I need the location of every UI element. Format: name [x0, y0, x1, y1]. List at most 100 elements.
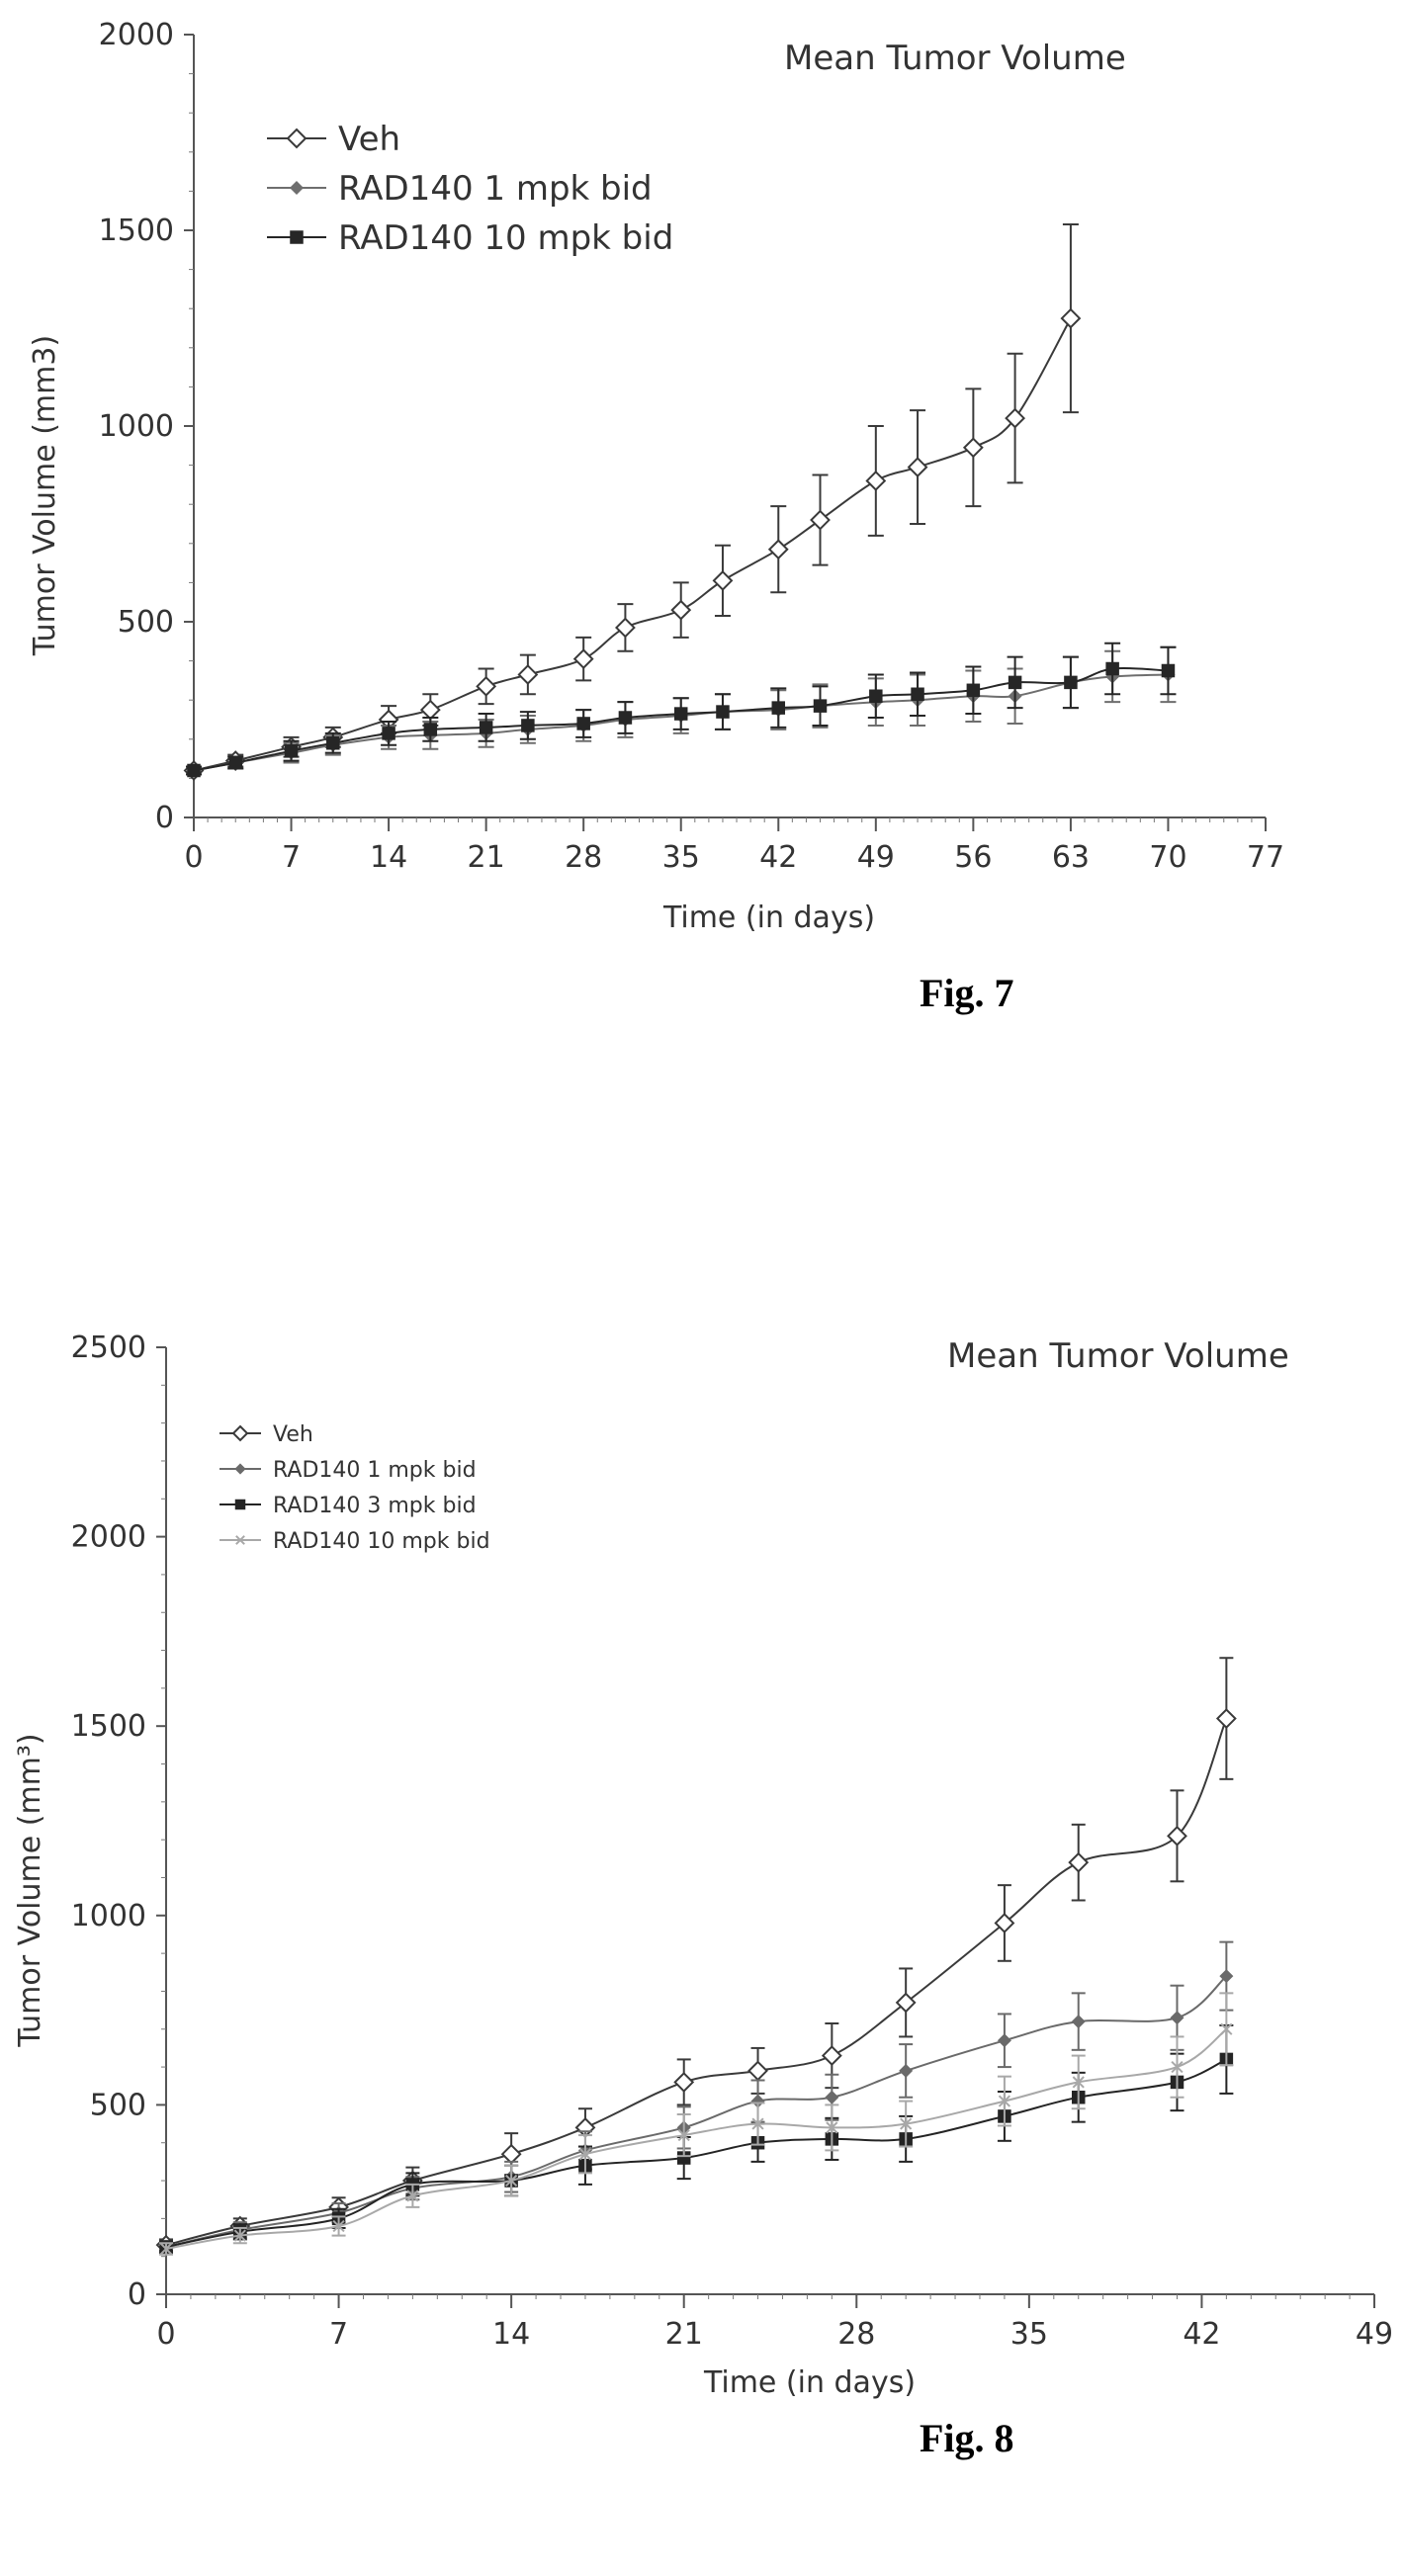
legend-marker [290, 230, 304, 244]
data-point [1170, 2011, 1185, 2025]
x-tick-label: 7 [282, 840, 301, 875]
figure-caption-fig8: Fig. 8 [920, 2416, 1014, 2460]
x-tick-label: 0 [156, 2317, 175, 2352]
legend-marker [235, 1535, 245, 1545]
legend: Veh RAD140 1 mpk bid RAD140 10 mpk bid [267, 120, 673, 258]
data-point [505, 2174, 518, 2188]
data-point [332, 2219, 345, 2233]
data-point [677, 2128, 690, 2142]
data-point [747, 2060, 768, 2082]
series-1 [183, 223, 1082, 781]
y-tick-label: 1000 [71, 1899, 146, 1933]
data-point [869, 689, 883, 703]
data-point [962, 437, 984, 459]
data-point [676, 2151, 691, 2165]
data-point [406, 2190, 419, 2202]
series-line [165, 2058, 1227, 2249]
data-point [615, 617, 636, 639]
data-point [1219, 1969, 1234, 1984]
data-point [900, 2117, 913, 2130]
data-point [1072, 2076, 1085, 2089]
data-point [767, 539, 789, 560]
data-point [517, 664, 539, 685]
x-tick-label: 42 [759, 840, 797, 875]
data-point [712, 570, 734, 591]
data-point [895, 1992, 917, 2014]
data-point [716, 705, 730, 719]
data-point [1005, 407, 1026, 429]
data-point [907, 457, 928, 477]
legend: Veh RAD140 1 mpk bid RAD140 3 mpk bid RAD14… [219, 1422, 490, 1554]
legend-marker [286, 128, 307, 149]
x-tick-label: 49 [857, 840, 895, 875]
legend-label: RAD140 10 mpk bid [338, 218, 673, 258]
data-point [673, 2071, 695, 2093]
data-point [159, 2242, 173, 2256]
x-tick-label: 35 [662, 840, 700, 875]
y-tick-label: 500 [118, 605, 174, 640]
y-tick-label: 1500 [99, 214, 174, 248]
legend-label: RAD140 1 mpk bid [273, 1458, 477, 1483]
x-axis-label: Time (in days) [703, 2365, 916, 2400]
series-4 [159, 1992, 1234, 2256]
legend-label: RAD140 10 mpk bid [273, 1529, 490, 1554]
data-point [1064, 675, 1078, 690]
y-tick-label: 2500 [71, 1331, 146, 1365]
x-tick-label: 21 [665, 2317, 703, 2352]
x-tick-label: 42 [1183, 2317, 1220, 2352]
x-tick-label: 14 [370, 840, 407, 875]
series-3 [159, 2023, 1234, 2254]
data-point [1171, 2060, 1184, 2074]
chart-fig8: 0 500 1000 1500 2000 2500 0 7 14 21 28 35 42 49 Mean T… [13, 1331, 1393, 2400]
data-point [1215, 1708, 1237, 1729]
data-point [500, 2143, 522, 2165]
data-point [1220, 2022, 1233, 2035]
y-axis-label: Tumor Volume (mm³) [13, 1733, 47, 2047]
data-point [771, 701, 786, 715]
data-point [994, 1913, 1015, 1933]
data-point [751, 2117, 764, 2130]
data-point [476, 675, 497, 697]
y-tick-label: 2000 [71, 1520, 146, 1555]
x-tick-label: 49 [1356, 2317, 1393, 2352]
series-line [165, 1975, 1228, 2249]
data-point [578, 2148, 592, 2161]
series-line [165, 1718, 1228, 2247]
data-point [825, 2090, 839, 2104]
data-point [998, 2095, 1011, 2107]
data-point [1060, 307, 1082, 329]
data-point [1068, 1851, 1090, 1873]
legend-marker [234, 1499, 246, 1510]
y-tick-label: 0 [128, 2277, 146, 2312]
chart-title: Mean Tumor Volume [784, 39, 1126, 78]
y-tick-label: 2000 [99, 18, 174, 52]
y-axis-label: Tumor Volume (mm3) [28, 335, 62, 656]
data-point [326, 736, 340, 750]
series-3 [186, 642, 1177, 778]
data-point [810, 509, 831, 531]
data-point [673, 707, 688, 721]
legend-label: RAD140 3 mpk bid [273, 1494, 477, 1518]
data-point [1161, 663, 1176, 678]
data-point [479, 721, 493, 734]
data-point [284, 743, 299, 758]
x-tick-label: 70 [1149, 840, 1186, 875]
data-point [1167, 1825, 1187, 1846]
series-1 [155, 1657, 1237, 2256]
y-tick-label: 0 [155, 801, 174, 835]
y-tick-label: 500 [90, 2088, 146, 2122]
y-tick-label: 1500 [71, 1709, 146, 1744]
legend-marker [231, 1424, 249, 1442]
data-point [618, 711, 633, 725]
x-tick-label: 14 [492, 2317, 530, 2352]
legend-label: Veh [273, 1422, 313, 1447]
x-tick-label: 56 [954, 840, 992, 875]
data-point [521, 719, 535, 732]
chart-title: Mean Tumor Volume [947, 1336, 1289, 1376]
data-point [966, 683, 981, 698]
x-tick-label: 28 [565, 840, 602, 875]
legend-label: Veh [338, 120, 400, 159]
x-tick-label: 63 [1052, 840, 1090, 875]
x-tick-label: 28 [837, 2317, 875, 2352]
legend-marker [234, 1463, 246, 1475]
